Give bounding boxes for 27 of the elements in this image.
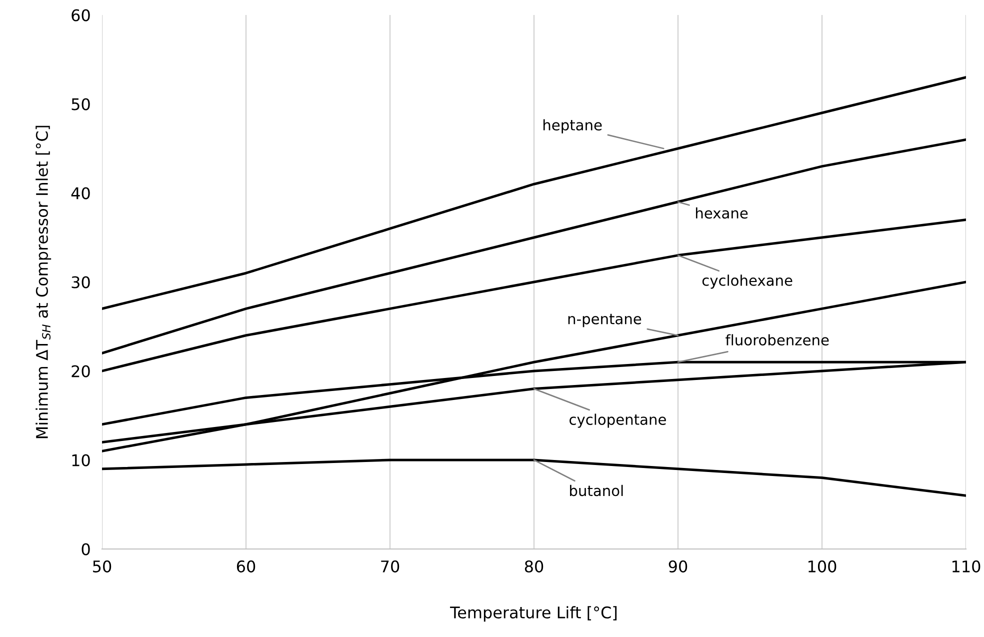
line-series xyxy=(102,76,966,310)
x-tick-label: 100 xyxy=(808,560,836,572)
line-series xyxy=(102,458,966,497)
x-tick-label: 50 xyxy=(93,560,112,572)
annotation: n-pentane xyxy=(568,314,642,328)
x-axis-title: Temperature Lift [°C] xyxy=(450,606,617,622)
line-series xyxy=(102,218,966,372)
x-tick-label: 110 xyxy=(952,560,980,572)
annotation: cyclohexane xyxy=(702,274,792,289)
y-tick-label: 0 xyxy=(82,543,90,556)
y-tick-label: 60 xyxy=(72,9,90,22)
annotation: fluorobenzene xyxy=(726,334,829,346)
annotation: butanol xyxy=(570,484,623,496)
annotation: hexane xyxy=(696,207,748,219)
y-tick-label: 50 xyxy=(72,98,90,110)
x-tick-label: 80 xyxy=(524,560,544,572)
x-tick-label: 60 xyxy=(236,560,256,572)
line-series xyxy=(102,138,966,354)
y-tick-label: 20 xyxy=(72,365,90,378)
y-tick-label: 40 xyxy=(71,187,90,200)
annotation: cyclopentane xyxy=(570,414,666,428)
x-tick-label: 70 xyxy=(381,560,400,572)
y-axis-title: Minimum ΔT$_{SH}$ at Compressor Inlet [°C] xyxy=(36,126,52,438)
y-tick-label: 10 xyxy=(72,454,90,466)
annotation: heptane xyxy=(543,119,602,134)
y-tick-label: 30 xyxy=(72,276,90,288)
x-tick-label: 90 xyxy=(668,560,688,572)
